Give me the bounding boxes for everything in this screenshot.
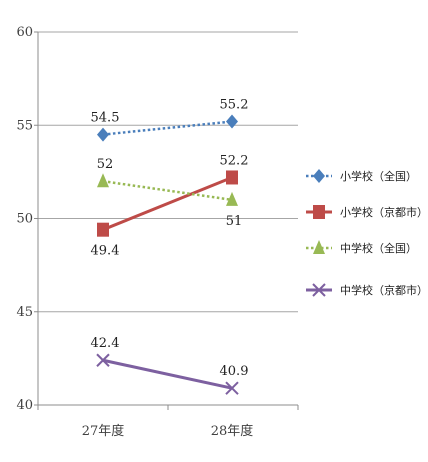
data-label-3-0: 42.4: [91, 336, 120, 351]
legend-marker-0: [313, 169, 325, 183]
data-label-0-1: 55.2: [220, 98, 249, 113]
data-label-0-0: 54.5: [91, 111, 120, 126]
series-0-point-1: [226, 114, 238, 129]
legend-marker-2: [313, 240, 325, 254]
data-labels: 54.5 55.2 49.4 52.2 52 51 42.4 40.9: [91, 98, 249, 380]
data-label-1-1: 52.2: [220, 153, 249, 168]
legend-marker-3: [312, 283, 326, 297]
legend-marker-1: [313, 205, 325, 219]
y-tick-label-40: 40: [16, 398, 33, 413]
legend-label-1: 小学校（京都市）: [340, 205, 428, 219]
series-1-point-1: [226, 170, 238, 185]
x-tick-label-0: 27年度: [82, 423, 125, 439]
series-line-3: [102, 358, 233, 390]
series-line-2: [102, 179, 233, 202]
axes: [34, 31, 299, 410]
y-tick-label-55: 55: [16, 118, 33, 133]
x-tick-label-1: 28年度: [211, 423, 254, 439]
series-2-point-0: [97, 173, 109, 188]
data-label-2-1: 51: [226, 214, 243, 229]
legend: 小学校（全国） 小学校（京都市） 中学校（全国） 中学校（京都市）: [306, 169, 428, 297]
series-group: [96, 114, 239, 395]
gridlines: [38, 31, 298, 313]
y-tick-label-60: 60: [16, 25, 33, 40]
y-tick-labels: 40 45 50 55 60: [16, 25, 33, 413]
data-label-2-0: 52: [97, 157, 114, 172]
x-tick-labels: 27年度 28年度: [82, 423, 254, 439]
series-2-point-1: [226, 191, 238, 206]
series-1-point-0: [97, 222, 109, 237]
legend-label-3: 中学校（京都市）: [340, 283, 428, 297]
y-tick-label-45: 45: [16, 305, 33, 320]
series-3-point-0: [96, 353, 110, 367]
legend-label-0: 小学校（全国）: [340, 169, 417, 183]
data-label-3-1: 40.9: [220, 364, 249, 379]
series-line-0: [102, 120, 233, 136]
series-line-1: [102, 176, 233, 232]
legend-label-2: 中学校（全国）: [340, 241, 417, 255]
series-3-point-1: [225, 381, 239, 395]
data-label-1-0: 49.4: [91, 244, 120, 259]
y-tick-label-50: 50: [16, 212, 33, 227]
series-0-point-0: [97, 127, 109, 142]
